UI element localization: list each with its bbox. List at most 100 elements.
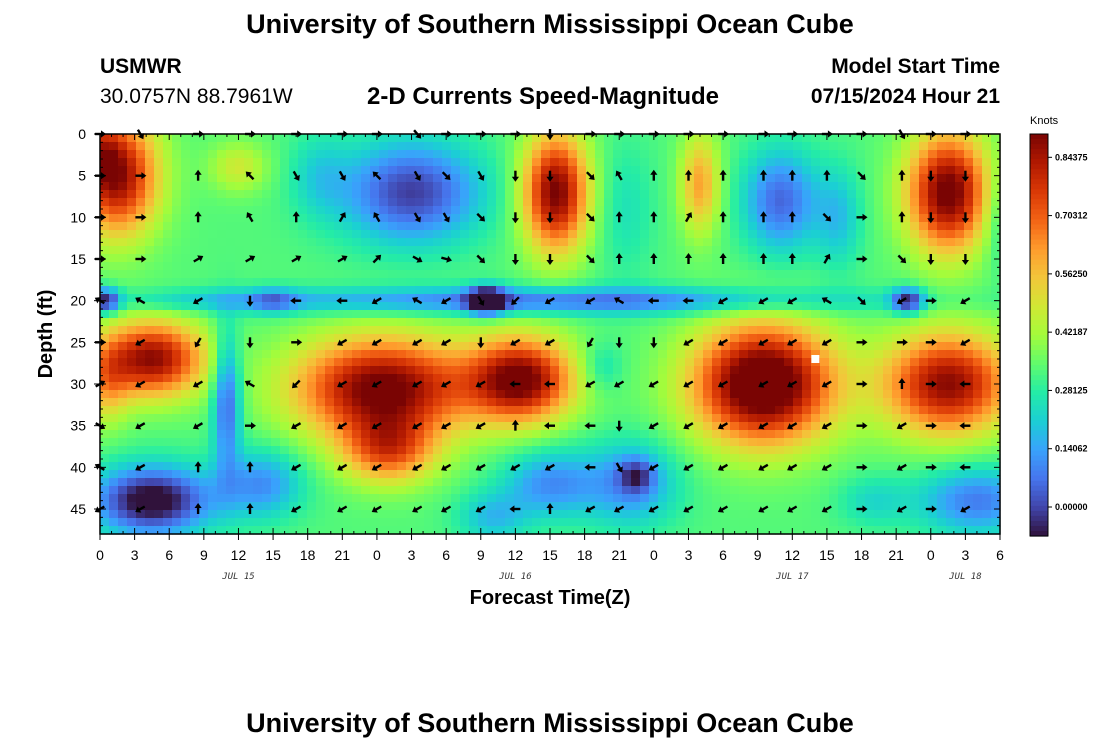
heatmap-cell <box>424 294 434 303</box>
heatmap-cell <box>694 246 704 255</box>
heatmap-cell <box>721 198 731 207</box>
heatmap-cell <box>109 526 119 535</box>
heatmap-cell <box>640 254 650 263</box>
heatmap-cell <box>910 286 920 295</box>
heatmap-cell <box>667 406 677 415</box>
heatmap-cell <box>181 454 191 463</box>
heatmap-cell <box>442 382 452 391</box>
heatmap-cell <box>613 206 623 215</box>
heatmap-cell <box>208 342 218 351</box>
heatmap-cell <box>379 438 389 447</box>
heatmap-cell <box>541 478 551 487</box>
heatmap-cell <box>550 294 560 303</box>
heatmap-cell <box>622 158 632 167</box>
heatmap-cell <box>469 318 479 327</box>
heatmap-cell <box>892 182 902 191</box>
heatmap-cell <box>415 246 425 255</box>
heatmap-cell <box>217 422 227 431</box>
heatmap-cell <box>325 518 335 527</box>
heatmap-cell <box>847 134 857 143</box>
heatmap-cell <box>226 134 236 143</box>
heatmap-cell <box>991 302 1001 311</box>
heatmap-cell <box>253 382 263 391</box>
heatmap-cell <box>766 222 776 231</box>
heatmap-cell <box>253 494 263 503</box>
heatmap-cell <box>901 174 911 183</box>
heatmap-cell <box>388 318 398 327</box>
heatmap-cell <box>883 310 893 319</box>
heatmap-cell <box>559 270 569 279</box>
heatmap-cell <box>865 326 875 335</box>
heatmap-cell <box>892 422 902 431</box>
heatmap-cell <box>694 382 704 391</box>
heatmap-cell <box>280 198 290 207</box>
heatmap-cell <box>775 390 785 399</box>
heatmap-cell <box>856 294 866 303</box>
heatmap-cell <box>496 246 506 255</box>
heatmap-cell <box>172 278 182 287</box>
heatmap-cell <box>829 198 839 207</box>
heatmap-cell <box>406 334 416 343</box>
heatmap-cell <box>298 302 308 311</box>
heatmap-cell <box>991 494 1001 503</box>
heatmap-cell <box>757 326 767 335</box>
heatmap-cell <box>874 166 884 175</box>
heatmap-cell <box>136 222 146 231</box>
heatmap-cell <box>631 406 641 415</box>
heatmap-cell <box>703 494 713 503</box>
heatmap-cell <box>748 222 758 231</box>
heatmap-cell <box>622 350 632 359</box>
heatmap-cell <box>451 134 461 143</box>
heatmap-cell <box>433 182 443 191</box>
heatmap-cell <box>379 494 389 503</box>
heatmap-cell <box>109 254 119 263</box>
heatmap-cell <box>568 174 578 183</box>
heatmap-cell <box>703 318 713 327</box>
heatmap-cell <box>361 366 371 375</box>
heatmap-cell <box>442 230 452 239</box>
heatmap-cell <box>280 406 290 415</box>
heatmap-cell <box>316 390 326 399</box>
heatmap-cell <box>595 310 605 319</box>
heatmap-cell <box>226 390 236 399</box>
heatmap-cell <box>802 446 812 455</box>
heatmap-cell <box>532 302 542 311</box>
heatmap-cell <box>721 326 731 335</box>
heatmap-cell <box>847 414 857 423</box>
heatmap-cell <box>631 510 641 519</box>
heatmap-cell <box>982 494 992 503</box>
heatmap-cell <box>604 430 614 439</box>
heatmap-cell <box>910 190 920 199</box>
heatmap-cell <box>190 334 200 343</box>
heatmap-cell <box>829 150 839 159</box>
heatmap-cell <box>433 366 443 375</box>
heatmap-cell <box>703 414 713 423</box>
heatmap-cell <box>469 382 479 391</box>
heatmap-cell <box>217 438 227 447</box>
heatmap-cell <box>397 278 407 287</box>
heatmap-cell <box>226 358 236 367</box>
heatmap-cell <box>244 398 254 407</box>
heatmap-cell <box>316 246 326 255</box>
heatmap-cell <box>928 414 938 423</box>
heatmap-cell <box>235 438 245 447</box>
heatmap-cell <box>775 358 785 367</box>
heatmap-cell <box>280 182 290 191</box>
heatmap-cell <box>334 286 344 295</box>
heatmap-cell <box>820 286 830 295</box>
heatmap-cell <box>244 286 254 295</box>
heatmap-cell <box>640 358 650 367</box>
heatmap-cell <box>433 390 443 399</box>
heatmap-cell <box>937 310 947 319</box>
heatmap-cell <box>226 470 236 479</box>
heatmap-cell <box>370 430 380 439</box>
heatmap-cell <box>757 454 767 463</box>
heatmap-cell <box>937 198 947 207</box>
heatmap-cell <box>406 462 416 471</box>
heatmap-cell <box>442 318 452 327</box>
heatmap-cell <box>964 278 974 287</box>
heatmap-cell <box>946 166 956 175</box>
heatmap-cell <box>100 174 110 183</box>
heatmap-cell <box>793 158 803 167</box>
heatmap-cell <box>667 462 677 471</box>
